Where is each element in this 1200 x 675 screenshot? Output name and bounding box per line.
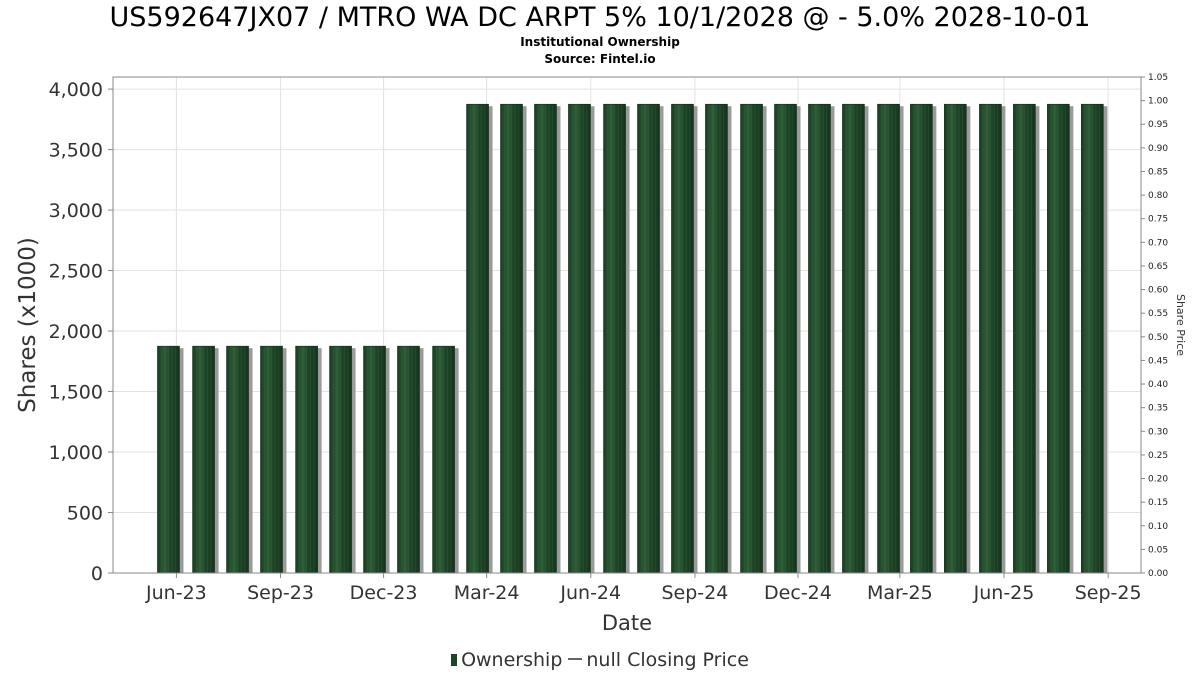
y-tick-label: 3,500 bbox=[49, 140, 103, 162]
y2-tick-label: 0.55 bbox=[1148, 309, 1168, 319]
y2-tick-label: 0.40 bbox=[1148, 380, 1168, 390]
y-tick-label: 2,000 bbox=[49, 321, 103, 343]
y2-tick-label: 0.25 bbox=[1148, 451, 1168, 461]
legend-price-line bbox=[568, 658, 583, 660]
y2-tick-label: 0.20 bbox=[1148, 475, 1168, 485]
x-tick-label: Mar-24 bbox=[454, 582, 520, 604]
x-tick-label: Dec-24 bbox=[764, 582, 832, 604]
y-tick-label: 500 bbox=[67, 503, 103, 525]
y2-tick-label: 0.65 bbox=[1148, 262, 1168, 272]
y2-tick-label: 0.70 bbox=[1148, 238, 1168, 248]
chart-source: Source: Fintel.io bbox=[544, 52, 656, 66]
x-axis-label: Date bbox=[602, 611, 652, 635]
y-tick-label: 0 bbox=[91, 563, 103, 585]
y-tick-label: 1,000 bbox=[49, 442, 103, 464]
y2-tick-label: 0.10 bbox=[1148, 522, 1168, 532]
y2-tick-label: 0.85 bbox=[1148, 167, 1168, 177]
y2-tick-label: 0.15 bbox=[1148, 498, 1168, 508]
y2-tick-label: 0.45 bbox=[1148, 356, 1168, 366]
legend: Ownership null Closing Price bbox=[0, 648, 1200, 672]
chart-title: US592647JX07 / MTRO WA DC ARPT 5% 10/1/2… bbox=[109, 2, 1091, 33]
legend-ownership-swatch bbox=[451, 654, 458, 666]
y2-tick-label: 0.05 bbox=[1148, 545, 1168, 555]
y2-tick-label: 0.95 bbox=[1148, 120, 1168, 130]
x-axis-ticks: Jun-23 Sep-23 Dec-23 Mar-24 Jun-24 Sep-24 Dec-… bbox=[145, 573, 1142, 604]
y2-tick-label: 0.30 bbox=[1148, 427, 1168, 437]
y-axis-ticks: 0 500 1,000 1,500 2,000 2,500 3,000 3,500 4,000 bbox=[49, 79, 113, 585]
y2-tick-label: 0.90 bbox=[1148, 144, 1168, 154]
plot-frame bbox=[112, 76, 1142, 574]
x-tick-label: Jun-24 bbox=[559, 582, 621, 604]
ownership-chart: 05001,0001,5002,0002,5003,0003,5004,000 … bbox=[15, 73, 1187, 635]
y2-tick-label: 0.35 bbox=[1148, 404, 1168, 414]
y2-tick-label: 1.05 bbox=[1148, 73, 1168, 83]
y2-tick-label: 0.80 bbox=[1148, 191, 1168, 201]
y-tick-label: 4,000 bbox=[49, 79, 103, 101]
chart-subtitle: Institutional Ownership bbox=[520, 35, 680, 49]
legend-ownership-label: Ownership bbox=[461, 649, 563, 671]
legend-price-label: null Closing Price bbox=[586, 649, 749, 671]
y-tick-label: 2,500 bbox=[49, 261, 103, 283]
x-tick-label: Sep-24 bbox=[662, 582, 729, 604]
y2-tick-label: 1.00 bbox=[1148, 97, 1168, 107]
y2-axis-ticks: 0.00 0.05 0.10 0.15 0.20 0.25 0.30 0.35 0.40 0.45… bbox=[1141, 73, 1168, 579]
y-tick-label: 1,500 bbox=[49, 382, 103, 404]
y2-axis-label: Share Price bbox=[1174, 294, 1187, 356]
y-axis-label: Shares (x1000) bbox=[15, 237, 41, 413]
y2-tick-label: 0.60 bbox=[1148, 286, 1168, 296]
y-tick-label: 3,000 bbox=[49, 200, 103, 222]
y2-tick-label: 0.50 bbox=[1148, 333, 1168, 343]
x-tick-label: Sep-25 bbox=[1075, 582, 1142, 604]
x-tick-label: Jun-23 bbox=[145, 582, 207, 604]
y2-tick-label: 0.00 bbox=[1148, 569, 1168, 579]
y2-tick-label: 0.75 bbox=[1148, 215, 1168, 225]
bars-group bbox=[157, 103, 1108, 574]
x-tick-label: Sep-23 bbox=[247, 582, 314, 604]
x-tick-label: Jun-25 bbox=[973, 582, 1035, 604]
x-tick-label: Mar-25 bbox=[867, 582, 933, 604]
x-tick-label: Dec-23 bbox=[350, 582, 418, 604]
